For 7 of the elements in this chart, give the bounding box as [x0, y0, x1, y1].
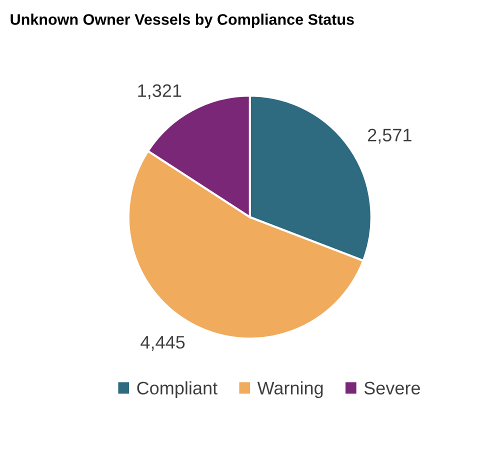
data-label: 4,445	[140, 336, 185, 351]
legend-label: Compliant	[137, 381, 218, 398]
data-label: 2,571	[368, 128, 412, 144]
legend-label: Warning	[257, 381, 323, 398]
data-label: 1,321	[138, 84, 182, 100]
legend-label: Severe	[364, 382, 420, 394]
chart-title: Unknown Owner Vessels by Compliance Status	[10, 14, 354, 28]
